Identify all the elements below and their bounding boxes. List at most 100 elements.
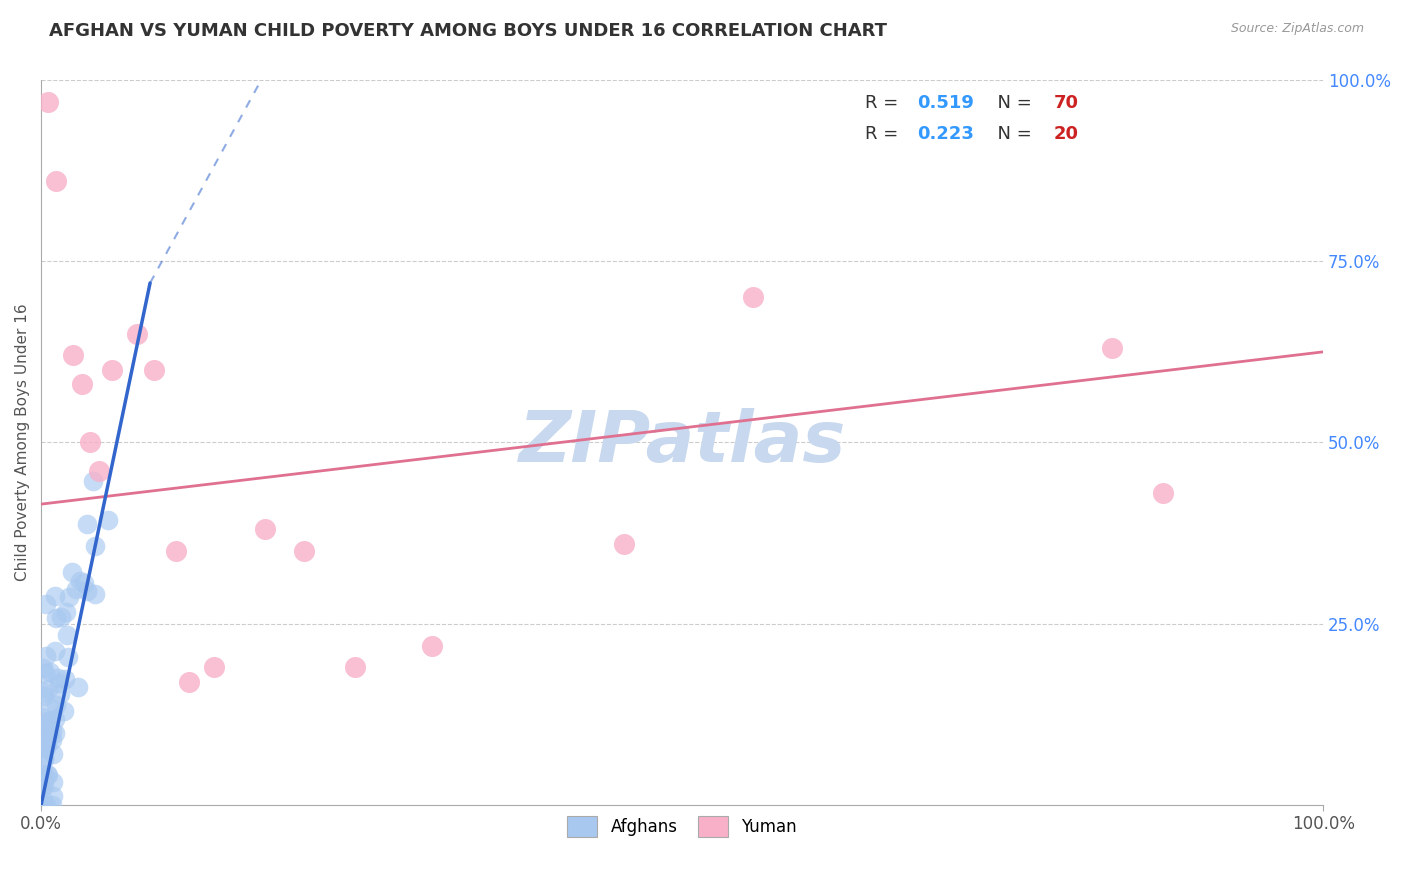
Point [48, 676, 70, 690]
Point [34, 666, 56, 681]
Point [32, 797, 55, 812]
Point [202, 660, 225, 674]
Point [344, 660, 367, 674]
Point [292, 544, 315, 558]
Point [73, 575, 96, 590]
Point [32, 779, 55, 793]
Point [65, 582, 87, 596]
Point [83, 539, 105, 553]
Point [44, 644, 66, 658]
Point [37, 768, 59, 782]
Point [82, 474, 104, 488]
Text: R =: R = [866, 94, 904, 112]
Point [60, 565, 83, 579]
Point [41, 797, 63, 812]
Point [41, 724, 63, 739]
Point [32, 772, 55, 786]
Text: ZIPatlas: ZIPatlas [519, 408, 846, 477]
Point [35, 597, 58, 611]
Point [35, 715, 58, 730]
Text: R =: R = [866, 126, 904, 144]
Point [34, 751, 56, 765]
Point [165, 544, 187, 558]
Point [55, 628, 77, 642]
Point [31, 797, 53, 812]
Point [31, 737, 53, 751]
Point [35, 723, 58, 738]
Point [35, 648, 58, 663]
Point [31, 740, 53, 755]
Point [44, 725, 66, 739]
Point [32, 685, 55, 699]
Point [79, 435, 101, 450]
Point [37, 682, 59, 697]
Point [41, 747, 63, 762]
Point [127, 326, 149, 341]
Point [35, 767, 58, 781]
Point [39, 714, 62, 729]
Point [58, 650, 80, 665]
Point [44, 611, 66, 625]
Point [41, 733, 63, 747]
Point [67, 680, 90, 694]
Point [37, 714, 59, 728]
Point [44, 589, 66, 603]
Point [39, 665, 62, 680]
Point [38, 701, 60, 715]
Point [31, 735, 53, 749]
Point [37, 736, 59, 750]
Point [42, 789, 65, 803]
Point [31, 779, 53, 793]
Point [62, 349, 84, 363]
Point [34, 740, 56, 755]
Legend: Afghans, Yuman: Afghans, Yuman [561, 809, 803, 844]
Point [32, 690, 55, 704]
Point [420, 639, 443, 653]
Point [69, 574, 91, 589]
Point [76, 516, 98, 531]
Point [31, 797, 53, 812]
Point [142, 363, 165, 377]
Point [49, 687, 72, 701]
Point [31, 710, 53, 724]
Point [613, 537, 636, 551]
Point [32, 752, 55, 766]
Point [76, 583, 98, 598]
Text: 70: 70 [1054, 94, 1078, 112]
Point [37, 95, 59, 109]
Point [53, 705, 76, 719]
Point [31, 797, 53, 812]
Point [35, 735, 58, 749]
Point [44, 712, 66, 726]
Point [45, 698, 67, 712]
Point [32, 660, 55, 674]
Text: 0.519: 0.519 [917, 94, 973, 112]
Point [32, 793, 55, 807]
Point [177, 674, 200, 689]
Point [35, 797, 58, 812]
Point [42, 775, 65, 789]
Text: 20: 20 [1054, 126, 1078, 144]
Point [741, 291, 763, 305]
Point [31, 724, 53, 739]
Point [46, 671, 69, 685]
Text: N =: N = [986, 126, 1038, 144]
Point [70, 377, 93, 392]
Point [51, 610, 73, 624]
Y-axis label: Child Poverty Among Boys Under 16: Child Poverty Among Boys Under 16 [15, 303, 30, 582]
Point [58, 591, 80, 605]
Point [1152, 486, 1174, 500]
Point [1101, 341, 1123, 355]
Point [32, 768, 55, 782]
Point [55, 605, 77, 619]
Point [87, 465, 110, 479]
Point [100, 363, 122, 377]
Point [45, 174, 67, 188]
Point [97, 513, 120, 527]
Point [84, 587, 107, 601]
Text: Source: ZipAtlas.com: Source: ZipAtlas.com [1230, 22, 1364, 36]
Text: AFGHAN VS YUMAN CHILD POVERTY AMONG BOYS UNDER 16 CORRELATION CHART: AFGHAN VS YUMAN CHILD POVERTY AMONG BOYS… [49, 22, 887, 40]
Point [254, 523, 277, 537]
Text: N =: N = [986, 94, 1038, 112]
Point [53, 672, 76, 686]
